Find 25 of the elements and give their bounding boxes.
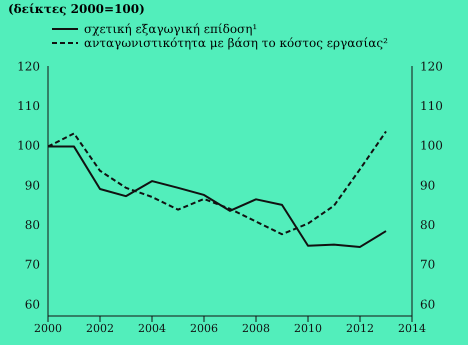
y2-tick-label: 90 <box>420 178 436 192</box>
x-tick-label: 2004 <box>138 322 166 335</box>
legend-label: ανταγωνιστικότητα με βάση το κόστος εργασίας² <box>84 36 388 50</box>
x-tick-label: 2008 <box>242 322 270 335</box>
y2-tick-label: 80 <box>420 218 436 232</box>
y-tick-label: 80 <box>24 218 40 232</box>
x-tick-label: 2000 <box>34 322 62 335</box>
x-tick-label: 2006 <box>190 322 218 335</box>
x-tick-label: 2010 <box>294 322 322 335</box>
legend-label: σχετική εξαγωγική επίδοση¹ <box>84 22 258 36</box>
y2-tick-label: 100 <box>420 138 443 153</box>
chart-title: (δείκτες 2000=100) <box>8 2 145 16</box>
y2-tick-label: 110 <box>420 98 443 113</box>
y-tick-label: 110 <box>17 98 40 113</box>
y-tick-label: 120 <box>17 59 40 74</box>
x-tick-label: 2014 <box>398 322 426 335</box>
y-tick-label: 90 <box>24 178 40 192</box>
y2-tick-label: 60 <box>420 297 436 312</box>
y-tick-label: 70 <box>24 258 40 272</box>
y2-tick-label: 120 <box>420 59 443 74</box>
y-tick-label: 60 <box>24 297 40 312</box>
y2-tick-label: 70 <box>420 258 436 272</box>
x-tick-label: 2002 <box>86 322 114 335</box>
y-tick-label: 100 <box>17 138 40 153</box>
x-tick-label: 2012 <box>346 322 374 335</box>
